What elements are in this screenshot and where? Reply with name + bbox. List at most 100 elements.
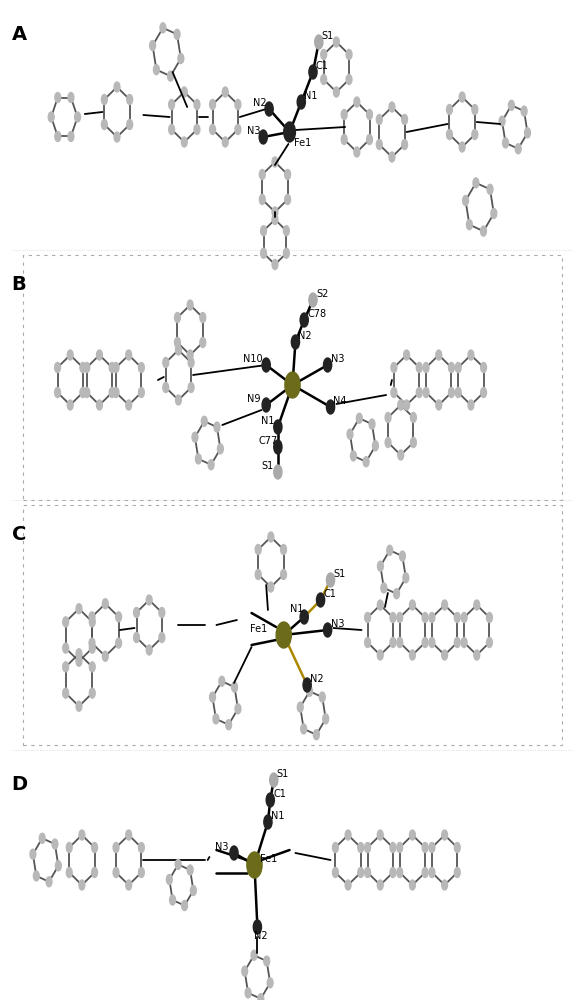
Text: C1: C1 bbox=[324, 589, 336, 599]
Circle shape bbox=[525, 128, 531, 138]
Circle shape bbox=[387, 545, 393, 555]
Circle shape bbox=[411, 438, 417, 448]
Circle shape bbox=[466, 220, 472, 230]
Circle shape bbox=[449, 362, 455, 372]
Circle shape bbox=[272, 259, 278, 269]
Circle shape bbox=[332, 842, 338, 852]
Circle shape bbox=[508, 100, 514, 110]
Circle shape bbox=[410, 600, 415, 610]
Circle shape bbox=[314, 730, 319, 740]
Text: D: D bbox=[12, 775, 28, 794]
Circle shape bbox=[499, 116, 505, 126]
Circle shape bbox=[76, 649, 82, 659]
Circle shape bbox=[398, 450, 404, 460]
Circle shape bbox=[521, 106, 527, 116]
Circle shape bbox=[487, 184, 493, 194]
Circle shape bbox=[52, 839, 58, 849]
Text: C: C bbox=[12, 525, 26, 544]
Circle shape bbox=[321, 74, 326, 84]
Text: S1: S1 bbox=[261, 461, 274, 471]
Circle shape bbox=[410, 880, 415, 890]
Circle shape bbox=[166, 875, 172, 885]
Circle shape bbox=[297, 702, 303, 712]
Circle shape bbox=[235, 100, 241, 109]
Circle shape bbox=[390, 842, 396, 852]
Circle shape bbox=[68, 93, 74, 103]
Circle shape bbox=[160, 23, 166, 33]
Circle shape bbox=[222, 87, 228, 97]
Circle shape bbox=[188, 382, 194, 392]
Circle shape bbox=[245, 988, 251, 998]
Circle shape bbox=[109, 387, 115, 397]
Circle shape bbox=[127, 119, 133, 129]
Circle shape bbox=[283, 226, 289, 236]
Text: N2: N2 bbox=[310, 674, 324, 684]
Text: N1: N1 bbox=[290, 604, 303, 614]
Circle shape bbox=[63, 617, 68, 627]
Circle shape bbox=[230, 846, 238, 860]
Text: N4: N4 bbox=[333, 396, 347, 406]
Circle shape bbox=[264, 815, 272, 829]
Circle shape bbox=[133, 633, 139, 643]
Circle shape bbox=[377, 650, 383, 660]
Circle shape bbox=[92, 842, 98, 852]
Circle shape bbox=[367, 109, 373, 119]
Circle shape bbox=[159, 633, 165, 643]
Circle shape bbox=[402, 139, 408, 149]
Circle shape bbox=[187, 300, 193, 310]
Circle shape bbox=[200, 337, 206, 347]
Circle shape bbox=[268, 582, 274, 592]
Circle shape bbox=[101, 95, 107, 104]
Circle shape bbox=[346, 74, 352, 84]
Circle shape bbox=[397, 867, 402, 878]
Circle shape bbox=[113, 362, 119, 372]
Circle shape bbox=[209, 100, 215, 109]
Circle shape bbox=[459, 92, 465, 102]
Circle shape bbox=[291, 335, 300, 349]
Circle shape bbox=[389, 152, 395, 162]
Circle shape bbox=[174, 312, 180, 322]
Circle shape bbox=[226, 720, 232, 730]
Circle shape bbox=[285, 194, 291, 205]
Circle shape bbox=[265, 102, 273, 116]
Circle shape bbox=[422, 842, 428, 852]
Circle shape bbox=[316, 593, 325, 607]
Circle shape bbox=[262, 398, 270, 412]
Circle shape bbox=[139, 387, 144, 397]
Circle shape bbox=[46, 877, 52, 887]
Circle shape bbox=[324, 623, 332, 637]
Circle shape bbox=[389, 102, 395, 112]
Text: N9: N9 bbox=[247, 394, 260, 404]
Circle shape bbox=[515, 144, 521, 154]
Circle shape bbox=[90, 617, 95, 627]
Circle shape bbox=[442, 650, 448, 660]
Circle shape bbox=[309, 293, 317, 307]
Circle shape bbox=[411, 413, 417, 423]
Circle shape bbox=[323, 714, 329, 724]
Circle shape bbox=[194, 124, 200, 134]
Circle shape bbox=[109, 362, 115, 372]
Circle shape bbox=[116, 612, 122, 622]
Circle shape bbox=[309, 65, 317, 79]
Circle shape bbox=[429, 842, 435, 852]
Circle shape bbox=[176, 395, 181, 405]
Text: Fe1: Fe1 bbox=[294, 138, 311, 148]
Circle shape bbox=[468, 400, 474, 410]
Circle shape bbox=[89, 612, 95, 622]
Circle shape bbox=[167, 71, 173, 81]
Circle shape bbox=[449, 387, 455, 397]
Circle shape bbox=[48, 112, 54, 122]
Circle shape bbox=[146, 595, 152, 605]
Circle shape bbox=[139, 867, 144, 878]
Circle shape bbox=[255, 570, 261, 580]
Text: N2: N2 bbox=[253, 98, 266, 108]
Circle shape bbox=[455, 612, 460, 622]
Circle shape bbox=[417, 387, 422, 397]
Circle shape bbox=[272, 157, 278, 167]
Circle shape bbox=[126, 400, 132, 410]
Circle shape bbox=[66, 867, 72, 878]
Circle shape bbox=[201, 416, 207, 426]
Circle shape bbox=[255, 544, 261, 554]
Circle shape bbox=[63, 643, 68, 653]
Circle shape bbox=[187, 350, 193, 360]
